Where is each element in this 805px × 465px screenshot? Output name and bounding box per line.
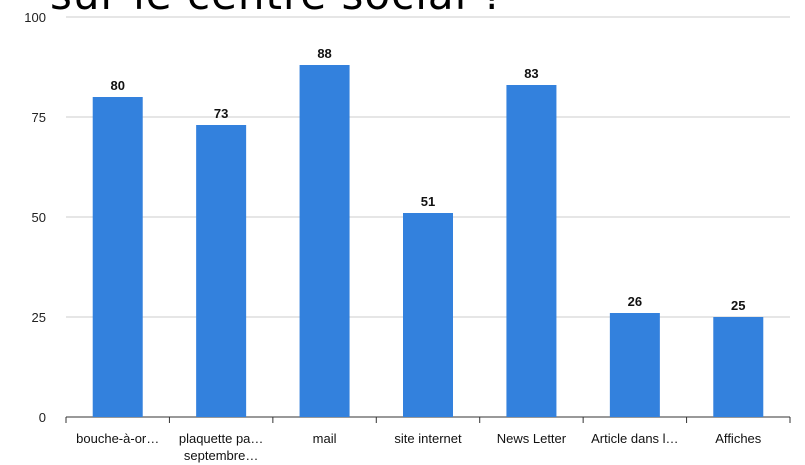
y-tick-label: 25	[32, 310, 46, 325]
bar[interactable]	[196, 125, 247, 417]
x-category-label: septembre…	[184, 448, 258, 463]
x-category-label: mail	[313, 431, 337, 446]
x-axis: bouche-à-or… plaquette pa… septembre… mail s…	[65, 417, 791, 463]
bars	[92, 65, 764, 417]
bar[interactable]	[713, 317, 764, 417]
bar[interactable]	[609, 313, 660, 417]
data-label: 83	[524, 66, 538, 81]
data-label: 26	[628, 294, 642, 309]
x-category-label: site internet	[394, 431, 462, 446]
bar[interactable]	[92, 97, 143, 417]
y-tick-label: 75	[32, 110, 46, 125]
data-label: 80	[110, 78, 124, 93]
data-label: 51	[421, 194, 435, 209]
x-category-label: News Letter	[497, 431, 567, 446]
x-category-label: plaquette pa…	[179, 431, 264, 446]
y-axis: 0 25 50 75 100	[24, 10, 46, 425]
y-tick-label: 0	[39, 410, 46, 425]
data-labels: 80 73 88 51 83 26 25	[110, 46, 745, 313]
chart-title: sur le centre social ?	[50, 0, 505, 16]
x-category-label: Affiches	[715, 431, 762, 446]
bar[interactable]	[506, 85, 557, 417]
data-label: 73	[214, 106, 228, 121]
y-tick-label: 100	[24, 10, 46, 25]
bar[interactable]	[403, 213, 453, 417]
data-label: 88	[317, 46, 331, 61]
data-label: 25	[731, 298, 745, 313]
y-tick-label: 50	[32, 210, 46, 225]
bar[interactable]	[299, 65, 350, 417]
x-category-label: Article dans l…	[591, 431, 678, 446]
x-category-label: bouche-à-or…	[76, 431, 159, 446]
